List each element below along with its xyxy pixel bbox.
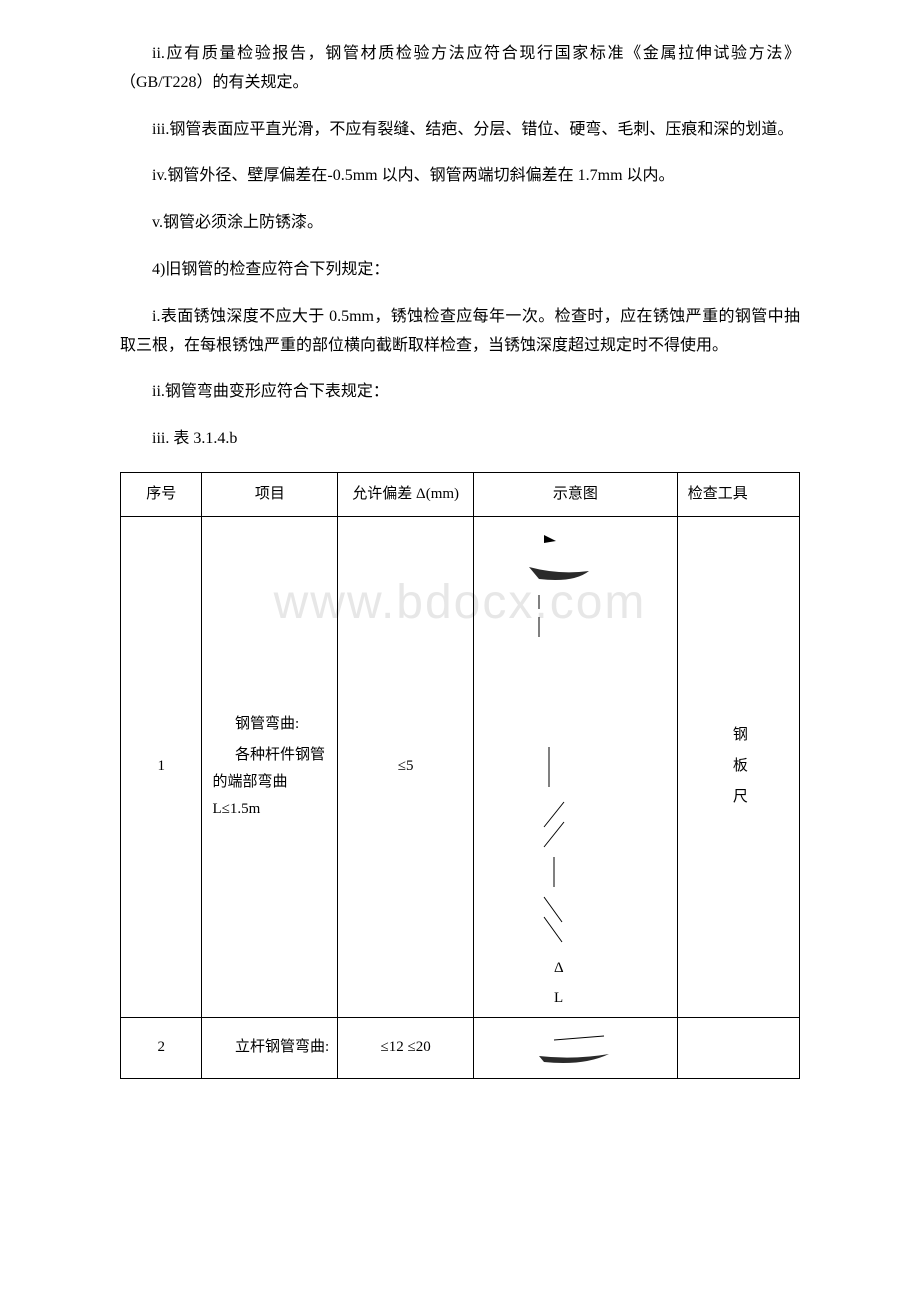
bend-diagram-2-icon	[484, 1028, 634, 1068]
cell-tool-2	[677, 1017, 799, 1078]
header-item: 项目	[202, 472, 338, 516]
deviation-table: 序号 项目 允许偏差 Δ(mm) 示意图 检查工具 1 钢管弯曲: 各种杆件钢管…	[120, 472, 800, 1079]
header-diagram: 示意图	[474, 472, 678, 516]
cell-seq-1: 1	[121, 516, 202, 1017]
header-tool: 检查工具	[677, 472, 799, 516]
tool-line-3: 尺	[688, 784, 793, 811]
cell-item-1: 钢管弯曲: 各种杆件钢管的端部弯曲 L≤1.5m	[202, 516, 338, 1017]
paragraph-4: 4)旧钢管的检查应符合下列规定：	[120, 256, 800, 285]
header-deviation: 允许偏差 Δ(mm)	[338, 472, 474, 516]
paragraph-iii: iii.钢管表面应平直光滑，不应有裂缝、结疤、分层、错位、硬弯、毛刺、压痕和深的…	[120, 116, 800, 145]
paragraph-table-ref: iii. 表 3.1.4.b	[120, 425, 800, 454]
diagram-l-label: L	[554, 990, 563, 1006]
diagram-delta-label: Δ	[554, 960, 564, 976]
cell-tool-1: 钢 板 尺	[677, 516, 799, 1017]
cell-diagram-1: Δ L	[474, 516, 678, 1017]
table-header-row: 序号 项目 允许偏差 Δ(mm) 示意图 检查工具	[121, 472, 800, 516]
cell-seq-2: 2	[121, 1017, 202, 1078]
bend-diagram-icon: Δ L	[484, 527, 634, 1007]
paragraph-v: v.钢管必须涂上防锈漆。	[120, 209, 800, 238]
cell-deviation-1: ≤5	[338, 516, 474, 1017]
cell-deviation-2: ≤12 ≤20	[338, 1017, 474, 1078]
paragraph-ii: ii.应有质量检验报告，钢管材质检验方法应符合现行国家标准《金属拉伸试验方法》（…	[120, 40, 800, 98]
paragraph-ii-bend: ii.钢管弯曲变形应符合下表规定：	[120, 378, 800, 407]
paragraph-i-rust: i.表面锈蚀深度不应大于 0.5mm，锈蚀检查应每年一次。检查时，应在锈蚀严重的…	[120, 303, 800, 361]
cell-diagram-2	[474, 1017, 678, 1078]
cell-item-2: 立杆钢管弯曲:	[202, 1017, 338, 1078]
table-row: 2 立杆钢管弯曲: ≤12 ≤20	[121, 1017, 800, 1078]
item-desc-1: 各种杆件钢管的端部弯曲 L≤1.5m	[212, 742, 331, 823]
header-seq: 序号	[121, 472, 202, 516]
item-title-1: 钢管弯曲:	[212, 711, 331, 738]
tool-line-1: 钢	[688, 722, 793, 749]
item-title-2: 立杆钢管弯曲:	[212, 1034, 331, 1061]
tool-line-2: 板	[688, 753, 793, 780]
table-row: 1 钢管弯曲: 各种杆件钢管的端部弯曲 L≤1.5m ≤5	[121, 516, 800, 1017]
paragraph-iv: iv.钢管外径、壁厚偏差在-0.5mm 以内、钢管两端切斜偏差在 1.7mm 以…	[120, 162, 800, 191]
